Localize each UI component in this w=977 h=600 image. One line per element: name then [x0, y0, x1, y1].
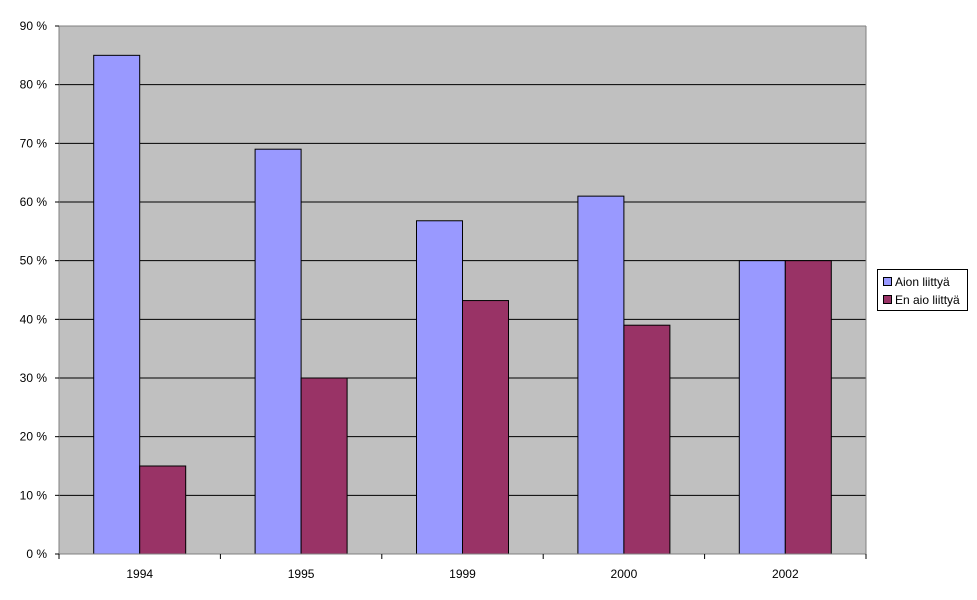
y-tick-label: 30 % — [20, 371, 48, 385]
bar-aion-liittya-1994 — [93, 54, 141, 555]
bar-aion-liittya-2000 — [577, 195, 625, 555]
bar-en-aio-liittya-1994 — [139, 465, 187, 555]
legend: Aion liittyä En aio liittyä — [877, 269, 968, 311]
x-tick-label: 2002 — [772, 567, 799, 581]
bar-aion-liittya-2002 — [738, 260, 786, 555]
y-tick-label: 40 % — [20, 312, 48, 326]
y-tick-label: 50 % — [20, 254, 48, 268]
bar-aion-liittya-1995 — [254, 148, 302, 555]
bar-en-aio-liittya-2000 — [623, 324, 671, 555]
x-tick-label: 1995 — [288, 567, 315, 581]
y-tick-label: 60 % — [20, 195, 48, 209]
y-tick-label: 10 % — [20, 488, 48, 502]
y-tick-labels: 0 % 10 % 20 % 30 % 40 % 50 % 60 % 70 % 80 % 90 % — [20, 19, 48, 561]
x-tick-label: 1999 — [449, 567, 476, 581]
legend-label-series-1: Aion liittyä — [895, 275, 950, 289]
x-tick-labels: 1994 1995 1999 2000 2002 — [126, 567, 799, 581]
bar-en-aio-liittya-2002 — [784, 260, 832, 555]
bars — [93, 54, 832, 555]
x-tick-label: 2000 — [611, 567, 638, 581]
x-tick-label: 1994 — [126, 567, 153, 581]
legend-swatch-series-2 — [883, 295, 892, 305]
legend-item-series-2: En aio liittyä — [883, 293, 960, 307]
y-tick-label: 70 % — [20, 136, 48, 150]
bar-en-aio-liittya-1999 — [462, 300, 509, 555]
y-tick-label: 20 % — [20, 430, 48, 444]
y-tick-label: 90 % — [20, 19, 48, 33]
legend-item-series-1: Aion liittyä — [883, 275, 950, 289]
bar-en-aio-liittya-1995 — [300, 377, 348, 555]
axes — [55, 25, 867, 559]
y-tick-label: 0 % — [26, 547, 47, 561]
legend-label-series-2: En aio liittyä — [895, 293, 960, 307]
bar-aion-liittya-1999 — [416, 220, 463, 555]
legend-swatch-series-1 — [883, 277, 892, 287]
y-tick-label: 80 % — [20, 78, 48, 92]
